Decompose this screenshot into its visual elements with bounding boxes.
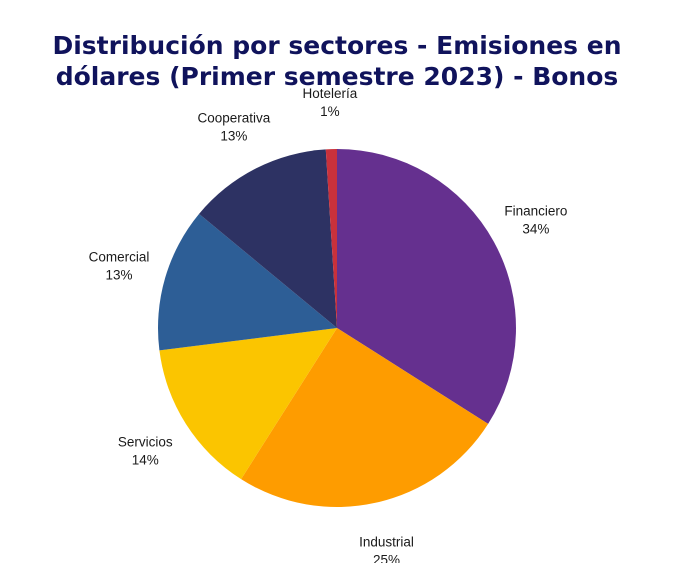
chart-title-line-1: Distribución por sectores - Emisiones en <box>52 31 622 60</box>
slice-label-cooperativa: Cooperativa 13% <box>198 111 271 144</box>
slice-name-cooperativa: Cooperativa <box>198 111 271 126</box>
slice-name-industrial: Industrial <box>359 535 414 550</box>
slice-label-financiero: Financiero 34% <box>504 204 567 237</box>
chart-title: Distribución por sectores - Emisiones en… <box>0 30 674 92</box>
slice-servicios <box>159 328 337 480</box>
chart-title-line-2: dólares (Primer semestre 2023) - Bonos <box>55 62 619 91</box>
slice-value-comercial: 13% <box>105 268 132 283</box>
slice-label-industrial: Industrial 25% <box>359 535 414 563</box>
slice-label-hoteleria: Hotelería 1% <box>303 86 358 119</box>
slice-comercial <box>157 213 337 351</box>
slice-name-servicios: Servicios <box>118 435 173 450</box>
slice-name-comercial: Comercial <box>89 250 150 265</box>
slice-value-servicios: 14% <box>132 453 159 468</box>
slice-label-servicios: Servicios 14% <box>118 435 173 468</box>
slice-value-hoteleria: 1% <box>320 104 340 119</box>
slice-name-financiero: Financiero <box>504 204 567 219</box>
slice-label-comercial: Comercial 13% <box>89 250 150 283</box>
slice-financiero <box>337 149 516 424</box>
slice-value-industrial: 25% <box>373 553 400 563</box>
slice-name-hoteleria: Hotelería <box>303 86 358 101</box>
slice-industrial <box>241 328 489 507</box>
pie-labels: Financiero 34% Industrial 25% Servicios 14% Co… <box>89 86 568 563</box>
slice-hoteleria <box>325 148 337 328</box>
pie-slices <box>157 148 516 507</box>
slice-cooperativa <box>199 149 337 328</box>
slice-value-financiero: 34% <box>522 222 549 237</box>
slice-value-cooperativa: 13% <box>220 129 247 144</box>
